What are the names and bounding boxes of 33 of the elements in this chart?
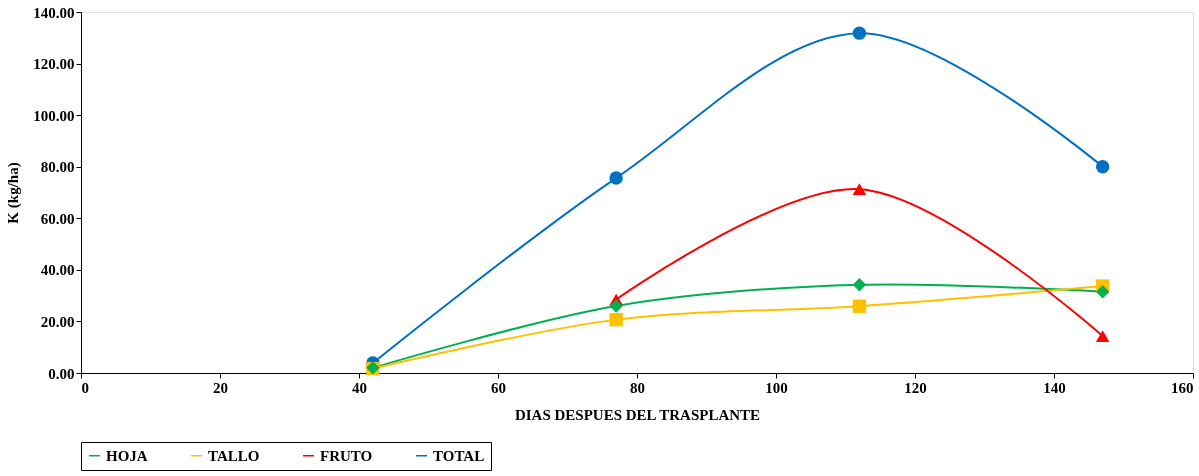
point	[852, 299, 867, 313]
point	[1095, 285, 1110, 299]
point	[609, 299, 623, 313]
legend-label: HOJA	[106, 447, 148, 464]
x-tick-label: 0	[81, 379, 89, 396]
point	[852, 278, 867, 292]
x-tick-label: 80	[630, 379, 645, 396]
point	[1095, 330, 1110, 342]
x-tick-label: 100	[765, 379, 788, 396]
y-axis-title: K (kg/ha)	[5, 162, 23, 224]
point	[609, 312, 623, 327]
point	[852, 26, 867, 40]
point	[1095, 160, 1110, 174]
x-tick-label: 60	[491, 379, 506, 396]
y-tick-label: 120.00	[33, 56, 75, 73]
y-tick-label: 0.00	[48, 365, 75, 382]
x-tick-label: 140	[1043, 379, 1066, 396]
x-tick-label: 20	[213, 379, 228, 396]
point	[609, 171, 623, 185]
x-tick-label: 40	[352, 379, 367, 396]
legend-label: TALLO	[208, 447, 260, 464]
legend-label: TOTAL	[433, 447, 485, 464]
y-tick-label: 60.00	[40, 210, 75, 227]
y-tick-label: 20.00	[40, 313, 75, 330]
x-tick-label: 120	[904, 379, 927, 396]
y-tick-label: 80.00	[40, 159, 75, 176]
x-tick-label: 160	[1171, 379, 1194, 396]
y-tick-label: 140.00	[33, 4, 75, 21]
x-axis-title: DIAS DESPUES DEL TRASPLANTE	[514, 406, 761, 423]
y-tick-label: 40.00	[40, 262, 75, 279]
legend-label: FRUTO	[320, 447, 373, 464]
point	[852, 183, 867, 195]
y-tick-label: 100.00	[33, 107, 75, 124]
